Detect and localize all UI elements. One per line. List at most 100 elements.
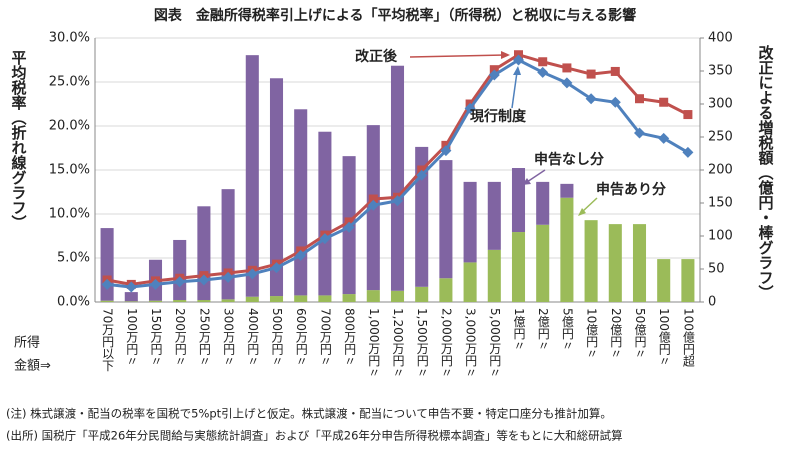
y2-tick-label: 0 [708,295,716,310]
y-tick-label: 5.0% [57,251,90,266]
arrow-head [522,178,531,185]
marker [368,194,378,204]
x-axis-label: 金額⇒ [14,358,51,374]
y2-tick-label: 200 [708,163,733,178]
marker [537,66,549,78]
bar [197,300,211,302]
y2-axis-label: 改正による増税額（億円・棒グラフ） [757,44,775,300]
x-tick-label: 70万円以下 [101,308,115,371]
annotation: 申告あり分 [596,181,666,198]
x-tick-label: 100万円〃 [125,308,139,367]
x-tick-label: 600万円〃 [294,308,308,367]
bar [632,224,647,302]
y2-tick-label: 300 [708,97,733,112]
marker [295,249,307,261]
bar [173,300,187,302]
chart-title: 図表 金融所得税率引上げによる「平均税率」（所得税）と税収に与える影響 [154,7,636,24]
marker [585,93,597,105]
bar [536,181,550,225]
bar [463,181,477,263]
bar [657,259,671,302]
bar [294,295,308,302]
bar [342,294,356,302]
bar [124,292,138,302]
bar [294,109,308,296]
annotation: 改正後 [355,48,398,65]
y-tick-label: 20.0% [49,119,90,134]
bar [318,295,332,302]
x-tick-label: 250万円〃 [197,308,211,367]
marker [222,271,234,283]
annotation: 申告なし分 [534,151,604,168]
bar [536,224,550,302]
bar [463,262,477,302]
arrow [581,197,598,213]
x-tick-label: 20億円〃 [609,308,623,359]
bar [439,160,453,279]
marker [464,102,476,114]
bar [221,299,235,302]
annotation: 現行制度 [470,108,527,125]
bar [584,220,598,302]
marker [561,77,573,89]
bar [197,206,211,301]
bar [390,290,405,302]
bar [415,286,429,302]
bar [269,78,284,297]
y-tick-label: 15.0% [49,163,90,178]
y2-tick-label: 250 [708,130,733,145]
x-tick-label: 300万円〃 [222,308,236,367]
x-tick-label: 2,000万円〃 [439,308,453,378]
marker [319,233,331,245]
bar [245,55,259,297]
x-tick-label: 150万円〃 [149,308,163,367]
bar [439,278,453,302]
x-tick-label: 500万円〃 [270,308,284,367]
bar [124,301,138,302]
marker [392,195,403,207]
x-tick-label: 1,500万円〃 [415,308,429,378]
arrow-head [513,66,521,75]
marker [683,110,693,120]
marker [174,276,186,288]
marker [562,63,572,73]
marker [634,127,645,139]
x-tick-label: 100億円〃 [657,308,671,367]
marker [367,199,379,211]
y2-tick-label: 400 [708,31,733,46]
x-tick-label: 50億円〃 [633,308,647,359]
marker [101,278,113,290]
y2-tick-label: 100 [708,229,733,244]
marker [658,132,670,144]
x-axis-label: 所得 [14,335,40,351]
arrow-head [578,208,586,216]
note: (出所) 国税庁「平成26年分民間給与実態統計調査」および「平成26年分申告所得… [6,429,623,443]
y-tick-label: 10.0% [49,207,90,222]
bar [560,183,574,198]
x-tick-label: 5億円〃 [560,308,574,352]
marker [513,54,524,66]
x-tick-label: 400万円〃 [246,308,260,367]
bar [511,168,526,233]
marker [538,57,548,67]
arrow [511,71,518,109]
x-tick-label: 200万円〃 [173,308,187,367]
x-tick-label: 700万円〃 [318,308,332,367]
marker [586,69,596,79]
marker [343,221,355,233]
y-tick-label: 25.0% [49,75,90,90]
x-tick-label: 100億円超 [681,308,695,367]
marker [659,97,669,107]
marker [271,262,282,274]
y-axis-label: 平均税率（折れ線グラフ） [10,50,28,230]
bar [245,296,259,302]
marker [609,96,621,108]
y-tick-label: 30.0% [49,31,90,46]
marker [150,278,161,290]
bar [487,181,501,250]
bar [173,239,187,301]
arrow [526,169,546,183]
bar [511,232,526,302]
